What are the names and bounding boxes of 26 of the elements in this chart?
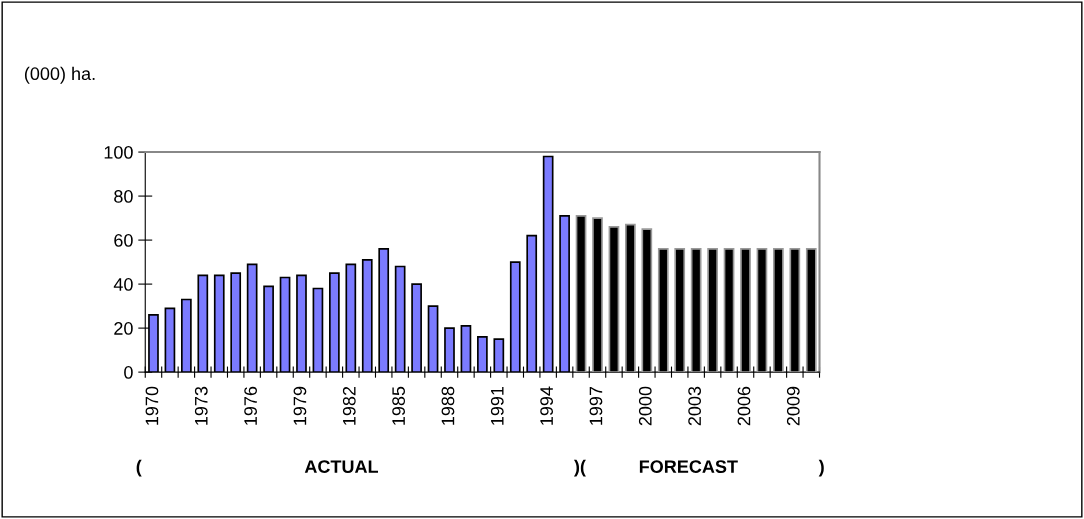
x-tick-label: 1991 xyxy=(490,386,504,425)
y-tick-label: 60 xyxy=(114,234,133,247)
text: ) xyxy=(818,459,824,477)
text: )( xyxy=(573,459,586,477)
y-tick-label: 20 xyxy=(114,322,133,335)
x-tick-label: 1997 xyxy=(589,386,603,425)
x-tick-label: 1976 xyxy=(244,386,257,425)
x-tick-label: 1973 xyxy=(194,386,208,425)
text: ACTUAL xyxy=(304,460,379,473)
x-tick-label: 1994 xyxy=(540,386,554,425)
y-axis-title: (000) ha. xyxy=(24,66,95,84)
x-tick-label: 1979 xyxy=(293,386,307,425)
x-tick-label: 2000 xyxy=(638,386,652,426)
y-tick-label: 40 xyxy=(113,278,133,291)
x-tick-label: 2003 xyxy=(688,386,702,426)
text: ( xyxy=(136,459,142,477)
y-tick-label: 0 xyxy=(124,366,133,379)
x-tick-label: 1985 xyxy=(392,386,405,425)
x-tick-label: 1988 xyxy=(441,386,455,425)
text: FORECAST xyxy=(639,460,738,473)
x-tick-label: 2006 xyxy=(737,386,751,426)
x-tick-label: 1982 xyxy=(342,386,356,425)
y-tick-label: 100 xyxy=(104,146,133,159)
y-tick-label: 80 xyxy=(114,190,133,203)
x-tick-label: 1970 xyxy=(145,386,159,425)
x-tick-label: 2009 xyxy=(786,386,800,426)
